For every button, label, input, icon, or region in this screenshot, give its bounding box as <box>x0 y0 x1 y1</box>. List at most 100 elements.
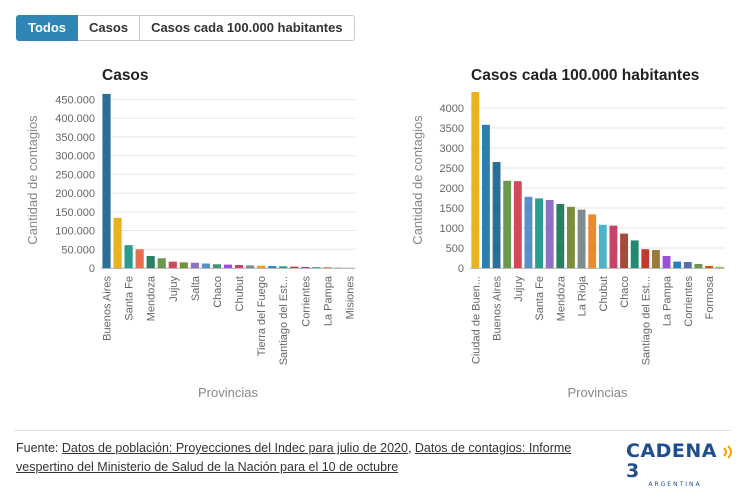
chart1-y-tick-label: 4000 <box>440 103 464 115</box>
chart1-bar <box>567 206 575 268</box>
chart1-x-tick-label: Formosa <box>704 275 716 319</box>
source-separator: , <box>407 441 415 455</box>
chart1-x-tick-label: Chubut <box>598 276 610 311</box>
tab-casos[interactable]: Casos <box>78 15 141 41</box>
chart1-bar <box>482 124 490 268</box>
chart1-bar <box>620 233 628 268</box>
signal-waves-icon <box>723 445 732 459</box>
cadena3-logo: CADENA 3 ARGENTINA <box>626 441 734 488</box>
chart0-bar <box>190 262 199 268</box>
tab-casos-cada-100000[interactable]: Casos cada 100.000 habitantes <box>140 15 355 41</box>
chart0-x-tick-label: Misiones <box>344 276 356 320</box>
chart1-x-tick-label: Chaco <box>619 276 631 308</box>
chart1-x-tick-label: Jujuy <box>513 276 525 302</box>
chart1-bar <box>630 240 639 268</box>
chart1-bar <box>524 196 533 268</box>
chart1-bar <box>673 261 682 268</box>
chart1-x-tick-label: Santa Fe <box>534 276 546 321</box>
chart0-bar <box>135 249 144 268</box>
chart0-bar <box>124 245 133 268</box>
chart0-bar <box>268 266 277 268</box>
chart0-bar <box>312 267 321 268</box>
chart1-x-tick-label: La Pampa <box>662 275 674 326</box>
view-tabs: Todos Casos Casos cada 100.000 habitante… <box>16 15 355 41</box>
chart1-bar <box>652 250 660 268</box>
chart0-x-tick-label: La Pampa <box>322 275 334 326</box>
chart0-y-tick-label: 200.000 <box>55 188 95 200</box>
chart0-bar <box>323 267 332 268</box>
chart0-bar <box>279 266 288 268</box>
chart0-y-tick-label: 0 <box>89 263 95 275</box>
chart1-bar <box>641 249 650 268</box>
chart1-x-tick-label: Ciudad de Buen... <box>470 276 482 364</box>
chart0-x-tick-label: Santa Fe <box>124 276 136 321</box>
chart1-bar <box>492 162 501 268</box>
chart1-y-tick-label: 2000 <box>440 183 464 195</box>
casos-chart: Casos 0 50.000 100.000 150.000 200.000 250.000… <box>25 67 356 400</box>
chart0-x-tick-label: Chaco <box>212 276 224 308</box>
chart0-bar <box>290 266 299 268</box>
chart0-y-axis-label: Cantidad de contagios <box>25 115 40 245</box>
chart1-bar <box>715 266 724 268</box>
chart0-bar <box>146 256 155 268</box>
chart0-bar <box>179 262 188 268</box>
chart1-x-axis-label: Provincias <box>568 385 628 400</box>
chart1-y-axis-label: Cantidad de contagios <box>410 115 425 245</box>
logo-name: CADENA 3 <box>626 440 718 482</box>
chart1-bar <box>513 181 522 268</box>
chart0-x-tick-label: Chubut <box>234 276 246 311</box>
chart1-x-tick-label: Corrientes <box>683 276 695 327</box>
chart1-x-tick-label: Santiago del Est... <box>640 276 652 365</box>
chart0-x-axis-label: Provincias <box>198 385 258 400</box>
chart0-y-tick-label: 50.000 <box>61 244 95 256</box>
chart1-bar <box>598 224 607 268</box>
chart1-bar <box>471 92 480 268</box>
chart0-bar <box>257 265 266 268</box>
chart0-title: Casos <box>102 67 149 84</box>
chart0-x-tick-label: Salta <box>190 275 202 301</box>
chart1-title: Casos cada 100.000 habitantes <box>471 67 699 84</box>
chart0-bar <box>102 93 111 268</box>
chart1-bar <box>535 198 543 268</box>
chart1-bar <box>577 209 586 268</box>
chart1-x-tick-label: Mendoza <box>555 275 567 321</box>
chart0-y-tick-label: 350.000 <box>55 132 95 144</box>
chart0-bar <box>212 264 222 268</box>
chart1-y-tick-label: 0 <box>458 263 464 275</box>
chart1-bar <box>705 266 713 268</box>
chart1-y-tick-label: 3500 <box>440 123 464 135</box>
chart1-bar <box>694 264 703 268</box>
contagion-data-link[interactable]: Datos de contagios: Informe vespertino d… <box>16 441 572 474</box>
chart1-x-tick-label: La Rioja <box>577 275 589 316</box>
chart0-bar <box>223 264 233 268</box>
chart0-bar <box>113 217 122 268</box>
chart1-bar <box>503 180 512 268</box>
chart0-x-tick-label: Santiago del Est... <box>278 276 290 365</box>
chart1-bar <box>545 200 554 268</box>
chart0-bar <box>157 258 166 268</box>
chart0-bar <box>201 263 210 268</box>
chart1-y-tick-label: 3000 <box>440 143 464 155</box>
chart1-y-tick-label: 1500 <box>440 203 464 215</box>
chart0-bar <box>246 265 255 268</box>
population-data-link[interactable]: Datos de población: Proyecciones del Ind… <box>61 441 408 455</box>
source-footer: Fuente: Datos de población: Proyecciones… <box>16 439 601 477</box>
chart1-bar <box>609 225 618 268</box>
chart1-bar <box>662 256 671 268</box>
tab-todos[interactable]: Todos <box>16 15 79 41</box>
chart0-y-tick-label: 300.000 <box>55 151 95 163</box>
casos-cada-100000-chart: Casos cada 100.000 habitantes 0 500 1000 150… <box>410 67 725 400</box>
chart0-y-tick-label: 150.000 <box>55 207 95 219</box>
chart0-bar <box>168 261 177 268</box>
chart0-x-tick-label: Mendoza <box>146 275 158 321</box>
chart0-x-tick-label: Jujuy <box>168 276 180 302</box>
chart1-bar <box>683 262 692 268</box>
chart0-y-tick-label: 400.000 <box>55 113 95 125</box>
chart0-y-tick-label: 100.000 <box>55 226 95 238</box>
chart0-x-tick-label: Tierra del Fuego <box>256 276 268 356</box>
source-prefix: Fuente: <box>16 441 62 455</box>
logo-subtitle: ARGENTINA <box>648 481 702 488</box>
chart0-x-tick-label: Corrientes <box>300 276 312 327</box>
chart1-x-tick-label: Buenos Aires <box>492 276 504 341</box>
chart0-y-tick-label: 250.000 <box>55 169 95 181</box>
